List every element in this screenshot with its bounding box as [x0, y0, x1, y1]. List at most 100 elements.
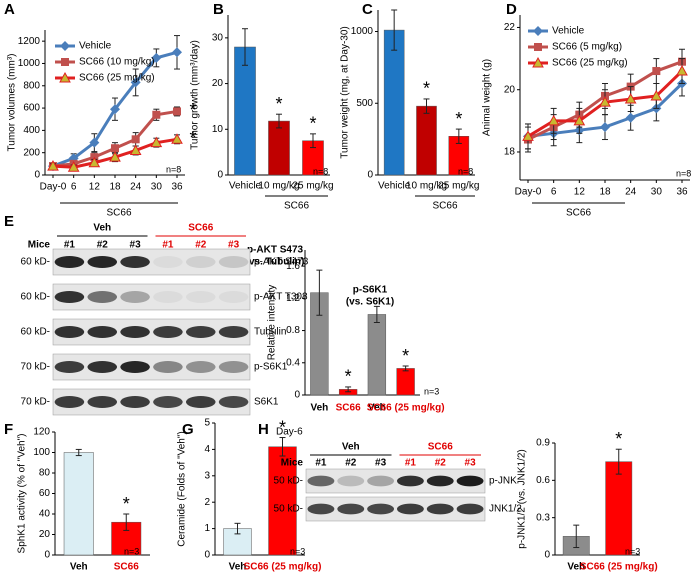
y-tick-label: 0.8 — [286, 325, 300, 336]
band-label: Tubulin — [254, 327, 286, 338]
blot-band — [337, 475, 365, 487]
x-tick-label: Veh — [70, 562, 88, 573]
y-tick-label: 0 — [44, 550, 50, 561]
x-tick-label: Day-0 — [40, 182, 67, 193]
significance-star: * — [189, 128, 196, 148]
annotation: p-AKT S473 — [247, 245, 304, 256]
x-tick-label: 24 — [625, 187, 637, 198]
y-tick-label: 0 — [34, 170, 40, 181]
point — [130, 77, 141, 88]
x-tick-label: 30 — [651, 187, 663, 198]
y-tick-label: 100 — [33, 447, 50, 458]
y-tick-label: 1 — [204, 523, 210, 534]
blot-band — [456, 475, 484, 487]
legend-label: SC66 (25 mg/kg) — [552, 58, 628, 69]
blot-strip — [52, 283, 251, 311]
annotation: n=3 — [290, 546, 305, 556]
y-axis-label: Tumor growth (mm³/day) — [190, 40, 201, 150]
lane-label: #1 — [405, 458, 417, 469]
band-label: p-AKT S473 — [254, 257, 309, 268]
point — [60, 41, 70, 51]
point — [67, 161, 80, 172]
blot-band — [153, 291, 183, 303]
band-label: p-AKT T308 — [254, 292, 308, 303]
point — [152, 110, 161, 119]
x-tick-label: SC66 — [336, 403, 361, 414]
blot-band — [153, 256, 183, 268]
y-axis-label: Tumor volumes (mm³) — [7, 54, 18, 152]
significance-star: * — [189, 100, 196, 120]
point — [151, 52, 162, 63]
y-tick-label: 1.6 — [286, 261, 300, 272]
y-tick-label: 800 — [23, 80, 40, 91]
y-tick-label: 1000 — [18, 58, 41, 69]
annotation: (vs. Tubulin) — [246, 257, 305, 268]
blot-band — [185, 326, 216, 338]
blot-band — [87, 291, 118, 303]
blot-band — [426, 475, 454, 487]
x-tick-label: SC66 (25 mg/kg) — [244, 562, 322, 573]
bar — [234, 46, 256, 176]
y-axis-label: Animal weight (g) — [482, 59, 493, 136]
blot-strip — [305, 496, 486, 522]
y-tick-label: 5 — [204, 418, 210, 429]
blot-band — [120, 291, 150, 303]
blot-band — [396, 475, 424, 487]
blot-band — [120, 361, 150, 373]
y-axis-label: p-JNK1/2 (vs. JNK1/2) — [517, 449, 528, 548]
blot-strip — [305, 468, 486, 494]
significance-star: * — [279, 417, 286, 437]
x-tick-label: 25 mg/kg — [438, 181, 479, 192]
marker-label: 60 kD- — [21, 327, 50, 338]
point — [88, 156, 101, 168]
blot-band — [87, 326, 118, 338]
point — [573, 114, 586, 126]
x-tick-label: SC66 — [114, 562, 139, 573]
y-tick-label: 0.9 — [536, 438, 550, 449]
x-tick-label: 36 — [676, 187, 688, 198]
legend-label: Vehicle — [79, 41, 112, 52]
x-tick-label: SC66 (25 mg/kg) — [580, 562, 658, 573]
x-tick-label: Day-0 — [515, 187, 542, 198]
blot-band — [87, 396, 118, 408]
point — [110, 104, 120, 115]
blot-band — [120, 396, 150, 408]
x-tick-label: Vehicle — [229, 181, 262, 192]
point — [172, 47, 182, 58]
band-label: p-S6K1 — [254, 362, 288, 373]
blot-band — [54, 256, 85, 268]
point — [534, 43, 542, 51]
significance-star: * — [455, 109, 462, 129]
panel-letter: C — [362, 1, 373, 18]
y-axis-label: Relative intensity — [267, 285, 278, 361]
lane-label: #3 — [228, 240, 240, 251]
x-tick-label: 10 mg/kg — [406, 181, 447, 192]
blot-band — [87, 256, 118, 268]
lane-label: #3 — [375, 458, 387, 469]
y-tick-label: 40 — [39, 509, 51, 520]
y-tick-label: 0 — [367, 170, 373, 181]
panel-letter: D — [506, 1, 517, 18]
y-tick-label: 1200 — [18, 36, 41, 47]
blot-band — [54, 291, 85, 303]
x-tick-label: Veh — [368, 403, 386, 414]
legend-label: SC66 (25 mg/kg) — [79, 73, 155, 84]
x-tick-label: 18 — [599, 187, 611, 198]
blot-band — [426, 503, 454, 515]
bar — [396, 368, 415, 396]
point — [150, 136, 163, 148]
legend-label: SC66 (5 mg/kg) — [552, 42, 622, 53]
y-tick-label: 20 — [39, 529, 51, 540]
point — [624, 93, 637, 104]
annotation: n=8 — [676, 168, 691, 178]
y-tick-label: 3 — [204, 470, 210, 481]
significance-star: * — [123, 494, 130, 514]
y-tick-label: 4 — [204, 444, 210, 455]
blot-band — [218, 396, 249, 408]
lane-label: #2 — [345, 458, 357, 469]
point — [625, 112, 636, 123]
row-label: Mice — [281, 458, 304, 469]
y-tick-label: 0 — [544, 550, 550, 561]
y-tick-label: 500 — [356, 98, 373, 109]
